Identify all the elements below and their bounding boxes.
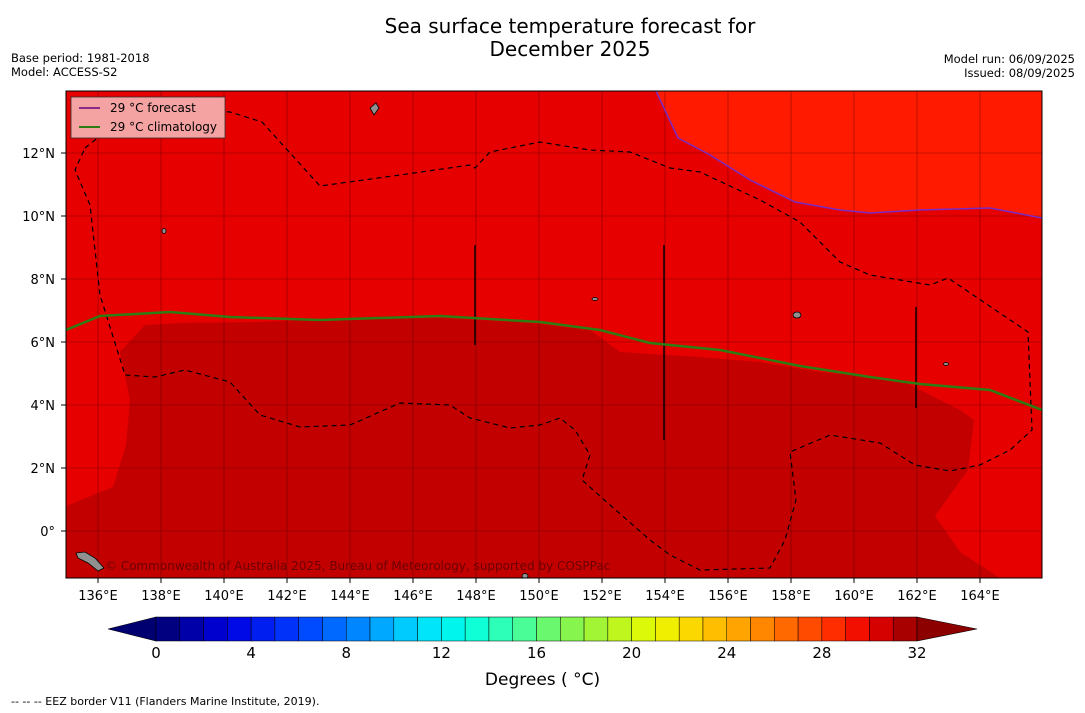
lon-tick-label: 160°E xyxy=(834,589,874,604)
colorbar-tick-label: 28 xyxy=(812,644,831,662)
eez-border xyxy=(74,107,1033,571)
climatology-29c-isotherm xyxy=(66,310,1042,412)
colorbar-cell xyxy=(869,616,894,642)
colorbar-tick-label: 4 xyxy=(246,644,256,662)
meta-right: Model run: 06/09/2025 Issued: 08/09/2025 xyxy=(944,52,1075,80)
colorbar-cell xyxy=(298,616,323,642)
colorbar-cell xyxy=(322,616,347,642)
colorbar-cell xyxy=(583,616,609,642)
colorbar-label: Degrees ( °C) xyxy=(484,670,601,690)
colorbar-cell xyxy=(678,616,704,642)
base-period: Base period: 1981-2018 xyxy=(11,51,150,65)
lat-tick-label: 10°N xyxy=(22,210,55,225)
colorbar-cell xyxy=(797,616,823,642)
longitude-ticks: 136°E 138°E 140°E 142°E 144°E 146°E 148°E 150°E… xyxy=(78,578,1000,604)
colorbar-cell xyxy=(512,616,537,642)
lon-tick-label: 156°E xyxy=(708,589,748,604)
zone-above-29 xyxy=(656,91,1042,218)
colorbar-cell xyxy=(155,616,181,642)
zone-29-30 xyxy=(66,318,1000,578)
colorbar-tick-label: 24 xyxy=(717,644,736,662)
colorbar-cell xyxy=(821,616,846,642)
colorbar-cell xyxy=(417,616,442,642)
colorbar-cell xyxy=(393,616,418,642)
colorbar-cell xyxy=(203,616,228,642)
latitude-ticks: 0° 2°N 4°N 6°N 8°N 10°N 12°N xyxy=(22,147,66,540)
model-name: Model: ACCESS-S2 xyxy=(11,65,118,79)
colorbar-cell xyxy=(346,616,371,642)
lat-tick-label: 6°N xyxy=(31,336,56,351)
lon-tick-label: 138°E xyxy=(141,589,181,604)
colorbar-cell xyxy=(369,616,395,642)
colorbar-cell xyxy=(250,616,276,642)
colorbar-tick-label: 16 xyxy=(527,644,546,662)
legend-climatology-label: 29 °C climatology xyxy=(110,120,217,134)
colorbar-cell xyxy=(607,616,632,642)
issued-date: Issued: 08/09/2025 xyxy=(964,66,1075,80)
colorbar-cell xyxy=(774,616,799,642)
meta-left: Base period: 1981-2018 Model: ACCESS-S2 xyxy=(11,51,150,79)
lon-tick-label: 136°E xyxy=(78,589,118,604)
lat-tick-label: 4°N xyxy=(31,399,56,414)
lon-tick-label: 152°E xyxy=(582,589,622,604)
colorbar-cell xyxy=(702,616,727,642)
colorbar-cell xyxy=(274,616,299,642)
map-frame xyxy=(65,90,1043,579)
graticule xyxy=(66,91,1042,578)
credit-text: © Commonwealth of Australia 2025, Bureau… xyxy=(105,559,610,573)
reef-lines xyxy=(474,245,917,440)
colorbar-cell xyxy=(227,616,252,642)
colorbar-cell xyxy=(560,616,585,642)
colorbar-tick-label: 20 xyxy=(622,644,641,662)
lon-tick-label: 142°E xyxy=(267,589,307,604)
legend-box xyxy=(70,96,226,139)
lon-tick-label: 162°E xyxy=(897,589,937,604)
colorbar-cell xyxy=(655,616,680,642)
land-islands xyxy=(75,102,949,578)
lat-tick-label: 8°N xyxy=(31,273,56,288)
model-run: Model run: 06/09/2025 xyxy=(943,52,1075,66)
colorbar-cell xyxy=(892,616,918,642)
lon-tick-label: 158°E xyxy=(771,589,811,604)
colorbar-ticks: 0 4 8 12 16 20 24 28 32 xyxy=(151,644,926,662)
colorbar-tick-label: 12 xyxy=(432,644,451,662)
colorbar-tick-label: 8 xyxy=(341,644,351,662)
colorbar-cell xyxy=(488,616,513,642)
colorbar-cell xyxy=(750,616,775,642)
lat-tick-label: 2°N xyxy=(31,462,56,477)
colorbar-cell xyxy=(179,616,204,642)
map-plot-area: © Commonwealth of Australia 2025, Bureau… xyxy=(66,91,1042,578)
colorbar-tick-label: 0 xyxy=(151,644,161,662)
colorbar-cell xyxy=(536,616,561,642)
eez-footnote: -- -- -- EEZ border V11 (Flanders Marine… xyxy=(11,695,320,708)
colorbar-low-extension xyxy=(107,616,157,642)
forecast-29c-isotherm xyxy=(655,91,1042,219)
lon-tick-label: 164°E xyxy=(960,589,1000,604)
colorbar-high-extension xyxy=(916,616,978,642)
lat-tick-label: 0° xyxy=(40,525,55,540)
lon-tick-label: 144°E xyxy=(330,589,370,604)
title-line-2: December 2025 xyxy=(489,37,651,61)
lon-tick-label: 154°E xyxy=(645,589,685,604)
lon-tick-label: 146°E xyxy=(393,589,433,604)
title-line-1: Sea surface temperature forecast for xyxy=(384,14,756,38)
colorbar-tick-label: 32 xyxy=(907,644,926,662)
legend-forecast-label: 29 °C forecast xyxy=(110,101,196,115)
map-legend: 29 °C forecast 29 °C climatology xyxy=(70,96,226,139)
lon-tick-label: 148°E xyxy=(456,589,496,604)
colorbar-cell xyxy=(441,616,466,642)
colorbar-cell xyxy=(845,616,870,642)
lon-tick-label: 150°E xyxy=(519,589,559,604)
chart-title: Sea surface temperature forecast for Dec… xyxy=(270,15,870,61)
colorbar-cell xyxy=(631,616,656,642)
lon-tick-label: 140°E xyxy=(204,589,244,604)
colorbar xyxy=(107,616,978,642)
colorbar-cell xyxy=(464,616,490,642)
lat-tick-label: 12°N xyxy=(22,147,55,162)
colorbar-cell xyxy=(726,616,751,642)
